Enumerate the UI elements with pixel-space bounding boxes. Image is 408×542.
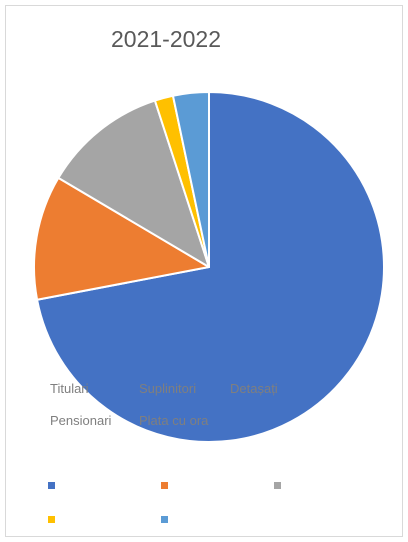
label-detasati: Detașați (230, 381, 278, 396)
pie-slices (33, 91, 386, 443)
pie-slice-titulari (36, 91, 386, 443)
legend-swatch-plata-cu-ora (161, 516, 168, 523)
legend-swatch-pensionari (48, 516, 55, 523)
label-suplinitori: Suplinitori (139, 381, 197, 396)
pie-slice-detasati (57, 99, 210, 268)
pie-slice-suplinitori (33, 176, 210, 301)
label-titulari: Titulari (50, 381, 89, 396)
label-plata-cu-ora: Plata cu ora (139, 413, 209, 428)
chart-title: 2021-2022 (111, 26, 221, 52)
legend-swatch-detasati (274, 482, 281, 489)
label-pensionari: Pensionari (50, 413, 112, 428)
legend-swatch-titulari (48, 482, 55, 489)
legend-swatch-suplinitori (161, 482, 168, 489)
pie-slice-plata-cu-ora (171, 91, 210, 268)
